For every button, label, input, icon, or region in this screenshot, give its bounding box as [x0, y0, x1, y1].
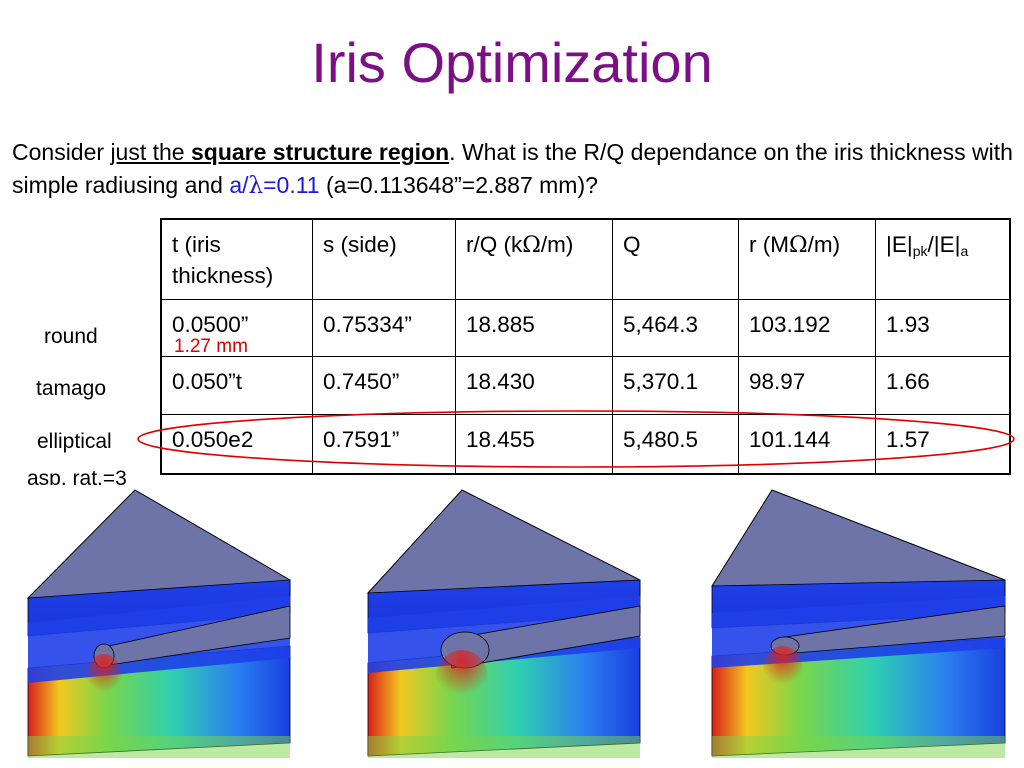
- intro-part-1: Consider: [12, 139, 111, 165]
- cell: 0.7450”: [312, 356, 456, 415]
- intro-ratio: a/λ=0.11: [229, 172, 320, 199]
- cell: 0.050e2: [160, 414, 313, 475]
- intro-underline: just the: [110, 139, 191, 165]
- model-tamago: [366, 489, 641, 758]
- cell: 0.050”t: [160, 356, 313, 415]
- header-q: Q: [612, 218, 739, 300]
- table-row: 0.050”t 0.7450” 18.430 5,370.1 98.97 1.6…: [160, 356, 1011, 415]
- cell: 5,464.3: [612, 299, 739, 357]
- row-label-aspect: asp. rat.=3: [27, 467, 127, 485]
- cell: 18.430: [455, 356, 613, 415]
- header-e-ratio: |E|pk/|E|a: [875, 218, 1011, 300]
- row-note-round: 1.27 mm: [174, 336, 248, 357]
- cell: 18.885: [455, 299, 613, 357]
- field-models-illustration: [26, 489, 1006, 758]
- model-elliptical: [711, 489, 1006, 758]
- cell: 0.75334”: [312, 299, 456, 357]
- cell: 1.57: [875, 414, 1011, 475]
- row-label-round: round: [44, 325, 98, 348]
- highlight-ellipse: [137, 410, 1015, 468]
- intro-text: Consider just the square structure regio…: [12, 136, 1017, 203]
- table-row: 0.050e2 0.7591” 18.455 5,480.5 101.144 1…: [160, 414, 1011, 475]
- table-header-row: t (iris thickness) s (side) r/Q (kΩ/m) Q…: [160, 218, 1011, 300]
- slide-title: Iris Optimization: [311, 31, 713, 94]
- cell: 18.455: [455, 414, 613, 475]
- row-label-tamago: tamago: [36, 377, 107, 400]
- header-r: r (MΩ/m): [738, 218, 876, 300]
- cell: 103.192: [738, 299, 876, 357]
- intro-part-3: (a=0.113648”=2.887 mm)?: [319, 172, 598, 198]
- header-t: t (iris thickness): [160, 218, 313, 300]
- header-s: s (side): [312, 218, 456, 300]
- cell: 5,370.1: [612, 356, 739, 415]
- cell: 1.66: [875, 356, 1011, 415]
- row-label-elliptical: elliptical: [37, 430, 112, 453]
- intro-part-2: . What is the R/Q dependance on the iris…: [12, 139, 1013, 198]
- table-row: 0.0500” 0.75334” 18.885 5,464.3 103.192 …: [160, 299, 1011, 357]
- model-round: [26, 489, 291, 758]
- intro-bold-underline: square structure region: [190, 139, 450, 165]
- cell: 98.97: [738, 356, 876, 415]
- results-table: t (iris thickness) s (side) r/Q (kΩ/m) Q…: [160, 218, 1011, 475]
- cell: 1.93: [875, 299, 1011, 357]
- header-rq: r/Q (kΩ/m): [455, 218, 613, 300]
- cell: 101.144: [738, 414, 876, 475]
